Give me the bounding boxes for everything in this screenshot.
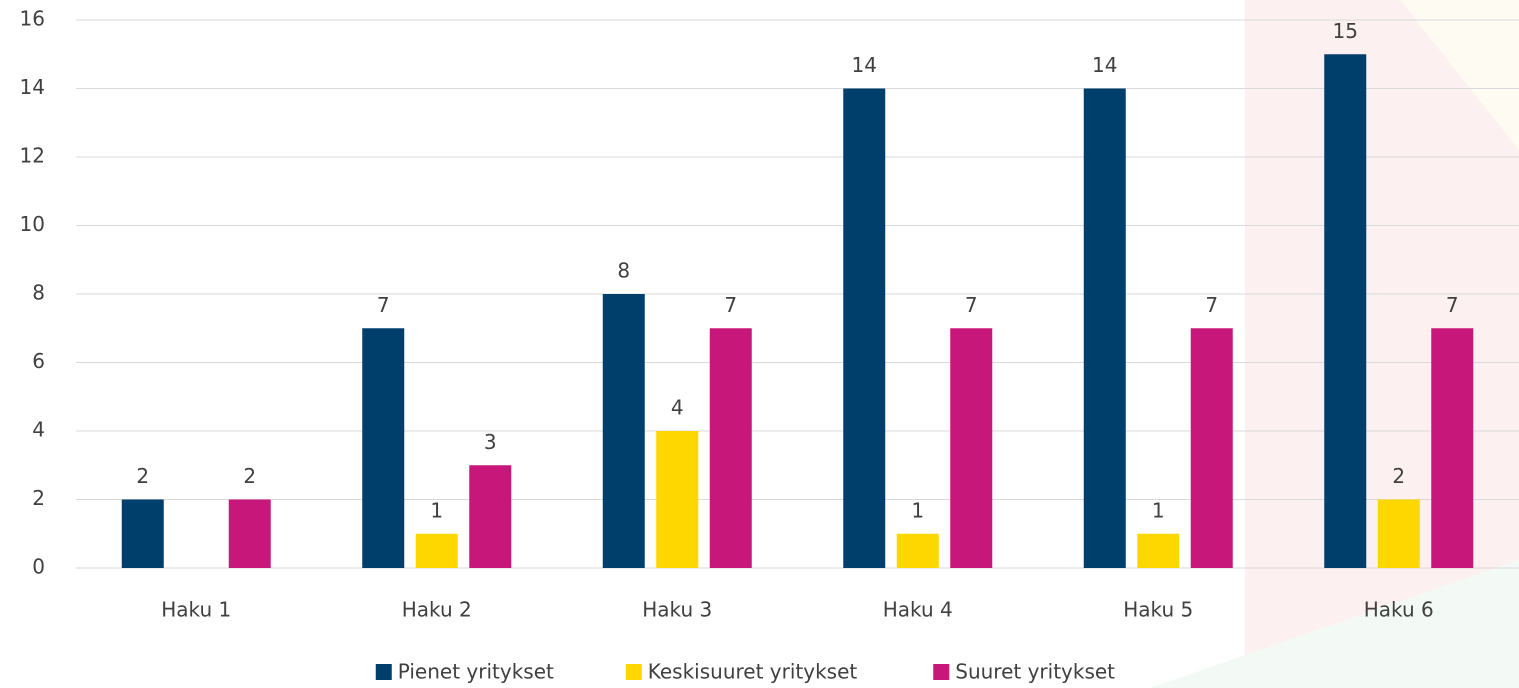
bar	[656, 431, 699, 568]
data-label: 1	[1152, 498, 1165, 522]
data-label: 7	[724, 293, 737, 317]
x-tick-label: Haku 2	[402, 598, 472, 622]
data-label: 7	[965, 293, 978, 317]
background-decoration	[1400, 0, 1519, 150]
bar	[1083, 88, 1126, 568]
bar	[950, 328, 993, 568]
y-tick-label: 12	[20, 144, 45, 168]
bar	[1190, 328, 1233, 568]
y-tick-label: 14	[20, 75, 45, 99]
data-label: 14	[1092, 53, 1117, 77]
data-label: 1	[911, 498, 924, 522]
y-tick-label: 4	[32, 418, 45, 442]
bar	[362, 328, 405, 568]
data-label: 15	[1333, 19, 1358, 43]
legend-swatch	[933, 664, 950, 680]
bar	[896, 533, 939, 568]
y-tick-label: 0	[32, 555, 45, 579]
y-tick-label: 6	[32, 349, 45, 373]
bar	[709, 328, 752, 568]
x-tick-label: Haku 1	[161, 598, 231, 622]
data-label: 4	[671, 396, 684, 420]
data-label: 1	[430, 498, 443, 522]
bar	[121, 499, 164, 568]
data-label: 7	[1446, 293, 1459, 317]
bar	[1377, 499, 1420, 568]
legend-label: Keskisuuret yritykset	[648, 660, 858, 684]
bar	[228, 499, 271, 568]
legend-swatch	[625, 664, 642, 680]
data-label: 3	[484, 430, 497, 454]
data-label: 2	[1392, 464, 1405, 488]
data-label: 7	[377, 293, 390, 317]
background-decoration	[1150, 560, 1519, 688]
data-label: 2	[243, 464, 256, 488]
x-tick-label: Haku 5	[1123, 598, 1193, 622]
y-tick-label: 2	[32, 486, 45, 510]
bar	[602, 294, 645, 568]
data-label: 8	[617, 259, 630, 283]
bar	[1137, 533, 1180, 568]
legend-label: Suuret yritykset	[955, 660, 1115, 684]
legend-swatch	[375, 664, 392, 680]
data-label: 7	[1205, 293, 1218, 317]
y-tick-label: 16	[20, 7, 45, 31]
bar	[415, 533, 458, 568]
legend-label: Pienet yritykset	[398, 660, 554, 684]
x-tick-label: Haku 6	[1364, 598, 1434, 622]
data-label: 14	[852, 53, 877, 77]
bar	[843, 88, 886, 568]
x-tick-label: Haku 3	[642, 598, 712, 622]
bar	[1324, 54, 1367, 568]
data-label: 2	[136, 464, 149, 488]
bar	[469, 465, 512, 568]
y-tick-label: 10	[20, 212, 45, 236]
x-tick-label: Haku 4	[883, 598, 953, 622]
bar	[1431, 328, 1474, 568]
y-tick-label: 8	[32, 281, 45, 305]
